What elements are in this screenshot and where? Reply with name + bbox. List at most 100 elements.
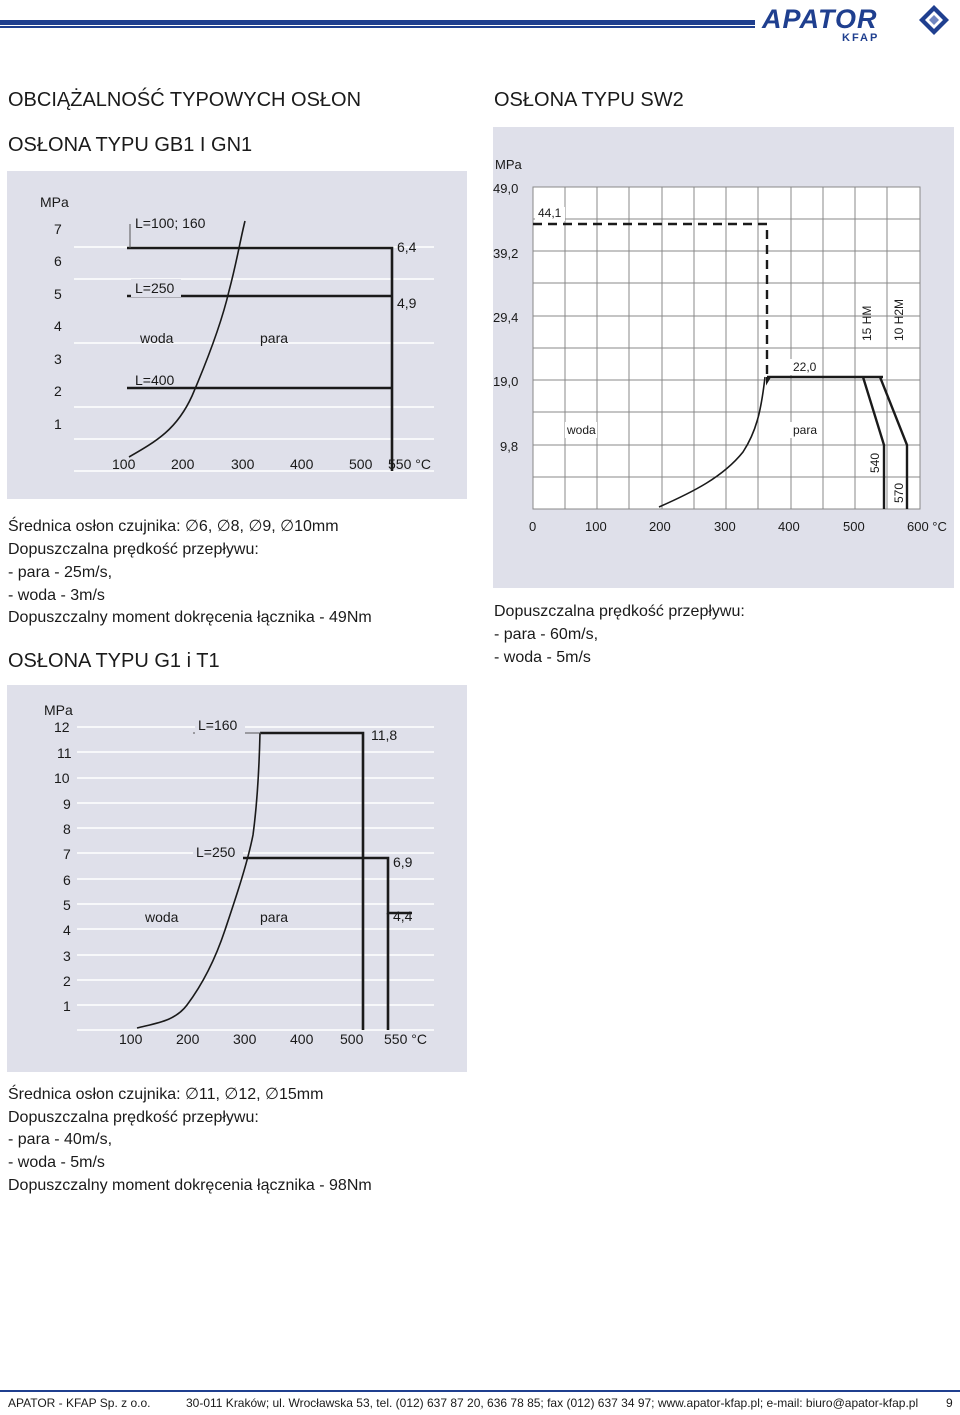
sw2-line-10h2m [878, 376, 909, 509]
g1-ytick: 12 [54, 719, 70, 735]
gb1-xtick: 550 °C [388, 456, 431, 472]
footer-rule [0, 1390, 960, 1392]
apator-logo-icon [919, 5, 949, 35]
brand-logo: APATOR [762, 4, 878, 34]
sw2-xtick: 600 °C [907, 519, 947, 534]
gb1-series-label: L=400 [135, 372, 175, 388]
sw2-note: Dopuszczalna prędkość przepływu: [494, 603, 745, 620]
g1-ytick: 7 [63, 846, 71, 862]
sw2-ytick: 9,8 [500, 439, 518, 454]
g1-ytick: 3 [63, 948, 71, 964]
g1-note: Dopuszczalna prędkość przepływu: [8, 1109, 259, 1126]
g1-ytick: 5 [63, 897, 71, 913]
sw2-ytick: 39,2 [493, 246, 518, 261]
sw2-region-woda: woda [566, 423, 596, 437]
sw2-note: - woda - 5m/s [494, 649, 591, 666]
sw2-xtick: 0 [529, 519, 536, 534]
g1-ytick: 1 [63, 998, 71, 1014]
gb1-series-label: L=100; 160 [135, 215, 206, 231]
footer: APATOR - KFAP Sp. z o.o. 30-011 Kraków; … [0, 1390, 960, 1415]
sw2-ytick: 49,0 [493, 181, 518, 196]
g1-ytick: 4 [63, 922, 71, 938]
sw2-line-44 [533, 222, 769, 377]
g1-xtick: 200 [176, 1031, 200, 1047]
sw2-region-para: para [793, 423, 817, 437]
g1-xtick: 100 [119, 1031, 143, 1047]
gb1-note: Średnica osłon czujnika: ∅6, ∅8, ∅9, ∅10… [8, 518, 339, 535]
gb1-note: Dopuszczalna prędkość przepływu: [8, 541, 259, 558]
sw2-title: OSŁONA TYPU SW2 [494, 89, 684, 111]
gb1-xtick: 100 [112, 456, 136, 472]
g1-saturation-curve [136, 732, 261, 1029]
g1-note: Dopuszczalny moment dokręcenia łącznika … [8, 1177, 372, 1194]
gb1-xtick: 400 [290, 456, 314, 472]
g1-value-label: 4,4 [393, 908, 413, 924]
sw2-chart: MPa 49,0 39,2 29,4 19,0 9,8 0 100 200 30… [493, 157, 947, 534]
g1-unit-y: MPa [44, 702, 73, 718]
gb1-title: OSŁONA TYPU GB1 I GN1 [8, 134, 253, 156]
gb1-unit-y: MPa [40, 194, 69, 210]
g1-ytick: 8 [63, 821, 71, 837]
g1-ytick: 6 [63, 872, 71, 888]
sw2-series-label: 44,1 [538, 206, 562, 220]
g1-ytick: 10 [54, 770, 70, 786]
g1-title: OSŁONA TYPU G1 i T1 [8, 650, 220, 672]
sw2-series-label: 22,0 [793, 360, 817, 374]
g1-region-para: para [260, 909, 288, 925]
gb1-chart-panel [7, 171, 467, 499]
g1-note: Średnica osłon czujnika: ∅11, ∅12, ∅15mm [8, 1086, 324, 1103]
g1-xtick: 550 °C [384, 1031, 427, 1047]
gb1-value-label: 4,9 [397, 295, 417, 311]
sw2-ytick: 19,0 [493, 374, 518, 389]
g1-ytick: 11 [57, 745, 72, 761]
g1-ytick: 2 [63, 973, 71, 989]
sw2-note: - para - 60m/s, [494, 626, 599, 643]
sw2-xtick: 100 [585, 519, 607, 534]
header-rule-thin [0, 26, 755, 28]
sw2-series-label: 15 HM [860, 306, 874, 341]
sw2-value-label: 540 [868, 453, 882, 473]
sw2-saturation-curve [658, 376, 766, 508]
gb1-xtick: 300 [231, 456, 255, 472]
page-number: 9 [946, 1396, 953, 1410]
gb1-xtick: 200 [171, 456, 195, 472]
g1-line-l160 [260, 731, 365, 1030]
g1-note: - woda - 5m/s [8, 1154, 105, 1171]
sw2-unit-y: MPa [495, 157, 523, 172]
g1-ytick: 9 [63, 796, 71, 812]
gb1-line-l100 [127, 246, 394, 471]
gb1-note: - para - 25m/s, [8, 564, 113, 581]
sw2-ytick: 29,4 [493, 310, 518, 325]
page-title: OBCIĄŻALNOŚĆ TYPOWYCH OSŁON [8, 89, 362, 111]
footer-contact: 30-011 Kraków; ul. Wrocławska 53, tel. (… [186, 1396, 919, 1410]
gb1-xtick: 500 [349, 456, 373, 472]
g1-xtick: 300 [233, 1031, 257, 1047]
sw2-value-label: 570 [892, 483, 906, 503]
gb1-ytick: 7 [54, 221, 62, 237]
g1-value-label: 11,8 [371, 727, 397, 743]
gb1-ytick: 3 [54, 351, 62, 367]
gb1-region-para: para [260, 330, 288, 346]
g1-region-woda: woda [144, 909, 179, 925]
g1-xtick: 500 [340, 1031, 364, 1047]
g1-chart: MPa 12 11 10 9 8 7 6 5 4 3 2 1 100 200 3… [44, 702, 434, 1047]
g1-series-label: L=160 [198, 717, 238, 733]
footer-company: APATOR - KFAP Sp. z o.o. [8, 1396, 151, 1410]
sw2-line-15hm [861, 376, 886, 509]
gb1-region-woda: woda [139, 330, 174, 346]
gb1-ytick: 1 [54, 416, 62, 432]
header-rule [0, 20, 755, 25]
sw2-xtick: 300 [714, 519, 736, 534]
gb1-saturation-curve [128, 220, 246, 458]
sw2-xtick: 500 [843, 519, 865, 534]
gb1-ytick: 5 [54, 286, 62, 302]
sw2-xtick: 200 [649, 519, 671, 534]
g1-note: - para - 40m/s, [8, 1131, 113, 1148]
sw2-xtick: 400 [778, 519, 800, 534]
g1-series-label: L=250 [196, 844, 236, 860]
gb1-series-label: L=250 [135, 280, 175, 296]
g1-xtick: 400 [290, 1031, 314, 1047]
brand-sub: KFAP [842, 32, 880, 44]
gb1-value-label: 6,4 [397, 239, 417, 255]
g1-line-l250 [243, 856, 412, 915]
